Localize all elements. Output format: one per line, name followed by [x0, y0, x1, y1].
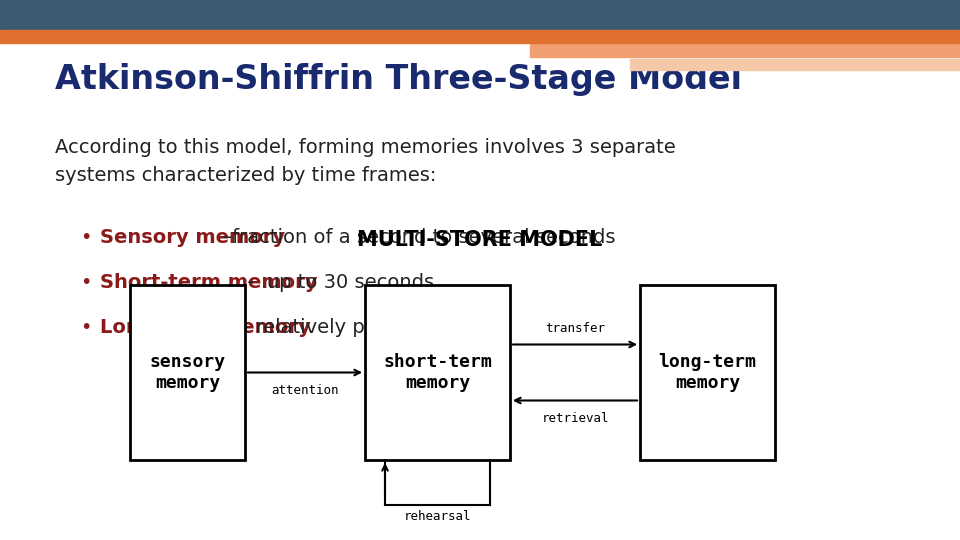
Text: long-term
memory: long-term memory — [659, 353, 756, 392]
Text: •: • — [80, 228, 91, 247]
Text: •: • — [80, 318, 91, 337]
Text: Sensory memory: Sensory memory — [100, 228, 285, 247]
Text: Short-term memory: Short-term memory — [100, 273, 318, 292]
Text: rehearsal: rehearsal — [404, 510, 471, 523]
Text: attention: attention — [272, 384, 339, 397]
Text: retrieval: retrieval — [541, 413, 609, 426]
Text: sensory
memory: sensory memory — [150, 353, 226, 392]
Bar — [130, 285, 245, 460]
Text: •: • — [80, 273, 91, 292]
Text: –fraction of a second to several seconds: –fraction of a second to several seconds — [216, 228, 615, 247]
Text: Atkinson-Shiffrin Three-Stage Model: Atkinson-Shiffrin Three-Stage Model — [55, 63, 742, 96]
Bar — [530, 44, 960, 57]
Text: short-term
memory: short-term memory — [383, 353, 492, 392]
Bar — [640, 285, 775, 460]
Text: According to this model, forming memories involves 3 separate
systems characteri: According to this model, forming memorie… — [55, 138, 676, 185]
Bar — [365, 285, 510, 460]
Text: – relatively permanent: – relatively permanent — [233, 318, 459, 337]
Text: Long-term memory: Long-term memory — [100, 318, 311, 337]
Text: -  up to 30 seconds: - up to 30 seconds — [241, 273, 434, 292]
Bar — [630, 59, 960, 70]
Bar — [0, 30, 960, 43]
Bar — [0, 0, 960, 30]
Text: MULTI-STORE MODEL: MULTI-STORE MODEL — [357, 230, 603, 250]
Text: transfer: transfer — [545, 321, 605, 334]
